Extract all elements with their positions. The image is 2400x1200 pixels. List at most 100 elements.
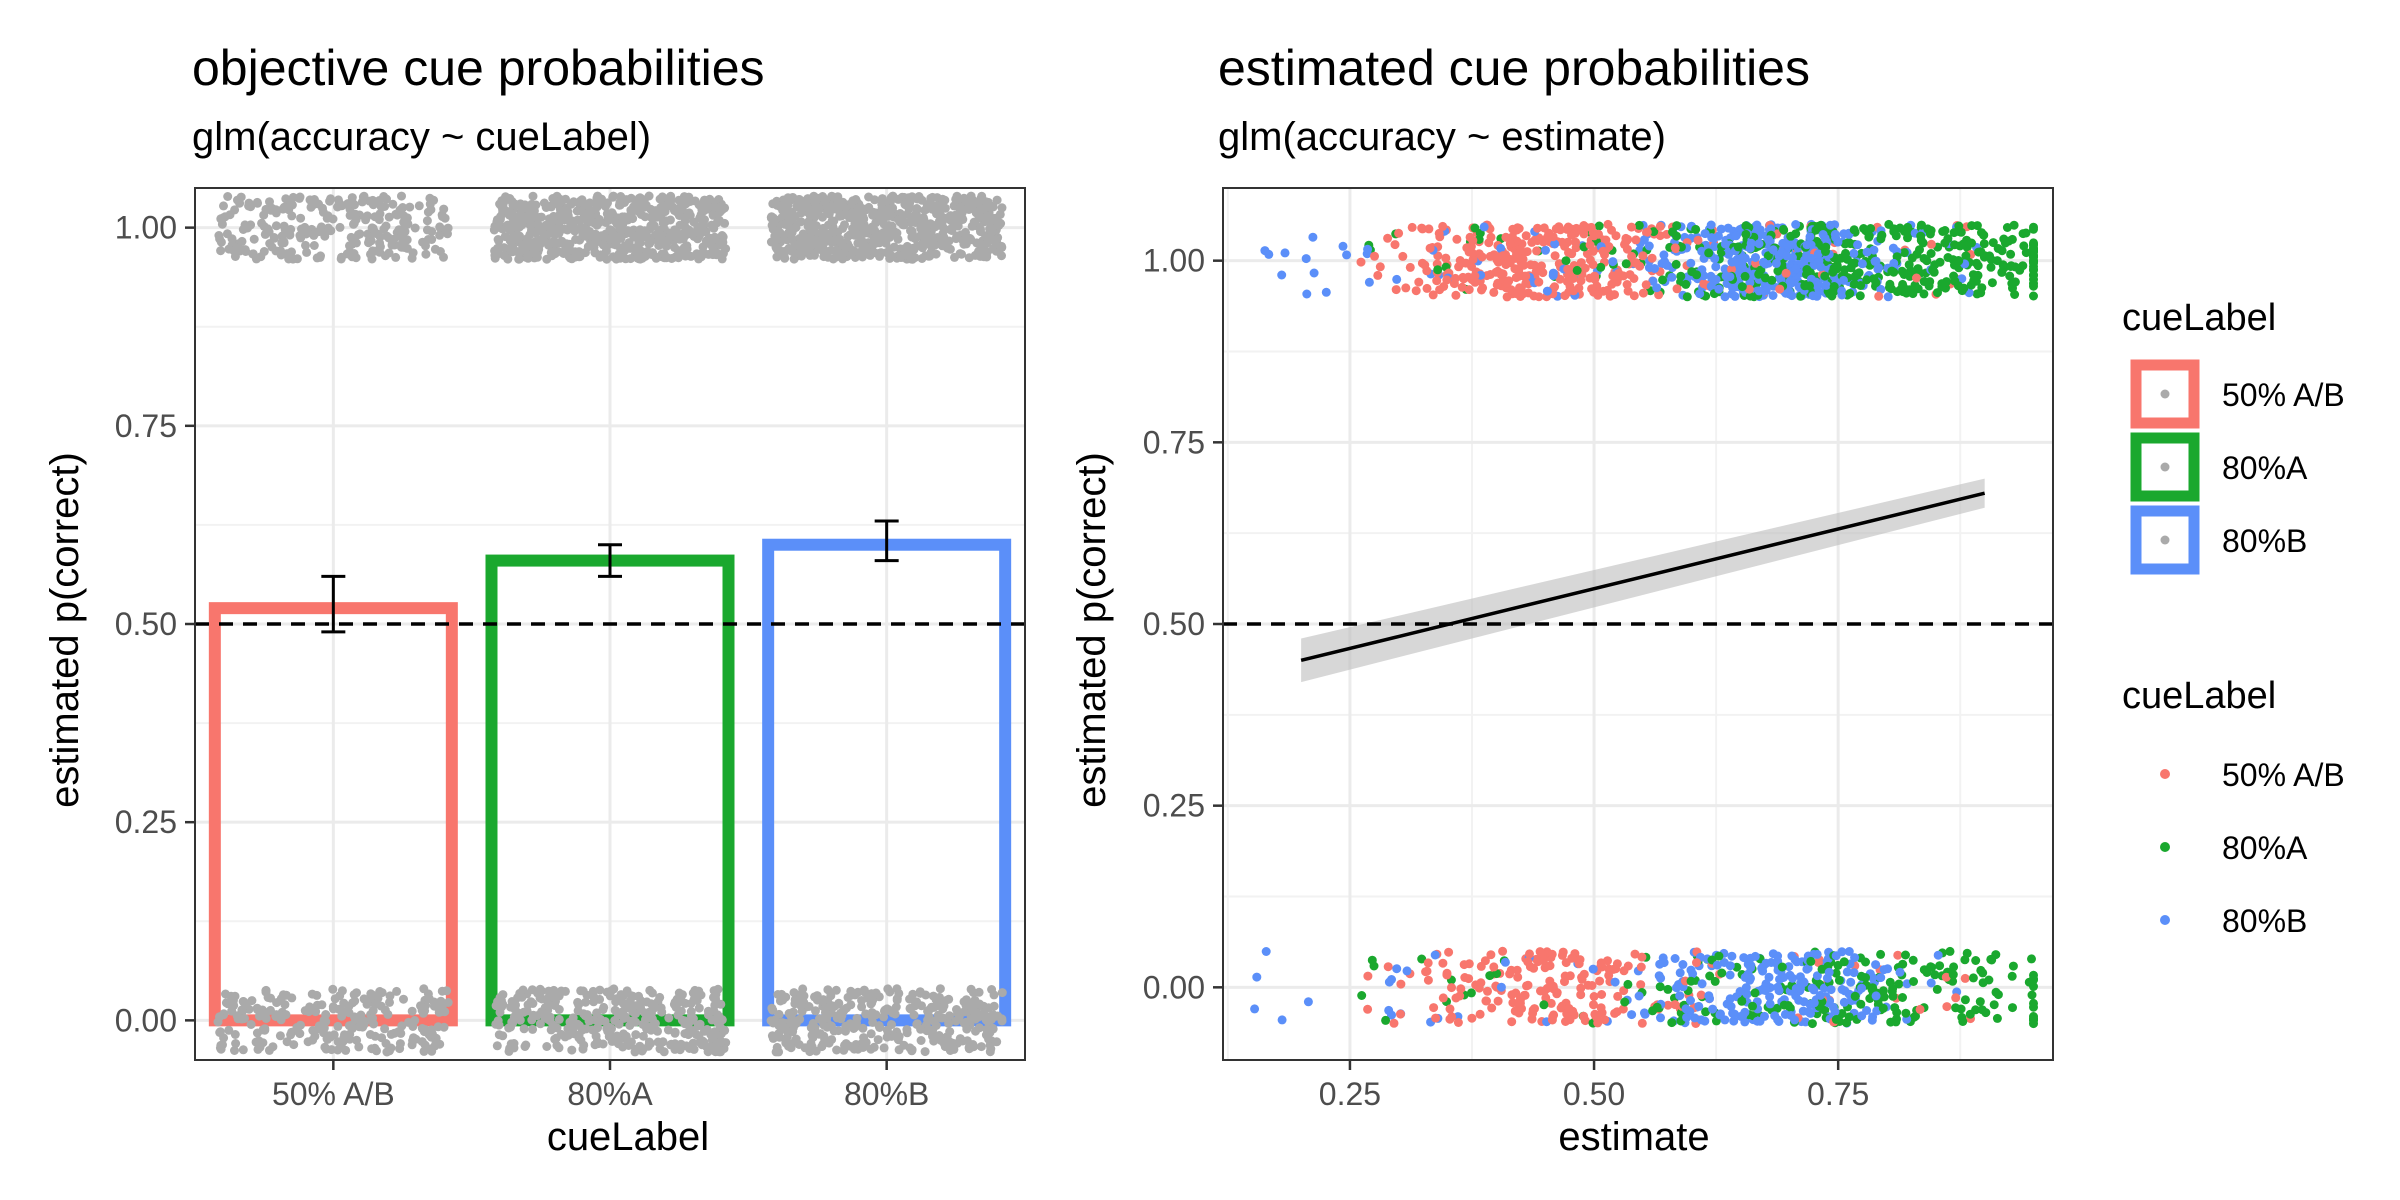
jitter-point [866,1029,876,1039]
left-x-axis-title: cueLabel [547,1115,709,1159]
scatter-point [1720,264,1730,274]
jitter-point [818,241,828,251]
scatter-point [1927,962,1937,972]
scatter-point [1654,290,1664,300]
scatter-point [1899,248,1909,258]
jitter-point [598,240,608,250]
scatter-point [1720,1015,1730,1025]
legend-key-dot [2160,535,2170,545]
jitter-point [280,1000,290,1010]
jitter-point [533,220,543,229]
scatter-point [1957,274,1967,284]
jitter-point [700,195,709,205]
scatter-point [1502,292,1512,302]
jitter-point [681,245,691,255]
scatter-point [1438,958,1448,968]
scatter-point [1542,286,1552,296]
scatter-point [1730,1009,1739,1019]
jitter-point [616,233,626,243]
scatter-point [1422,966,1432,976]
jitter-point [370,1031,380,1041]
scatter-point [1839,275,1848,285]
jitter-point [927,1026,937,1036]
jitter-point [371,999,381,1009]
jitter-point [515,210,525,220]
jitter-point [328,984,338,994]
scatter-point [1830,229,1840,239]
jitter-point [707,241,717,251]
objective-chart: objective cue probabilities glm(accuracy… [43,40,1026,1159]
jitter-point [852,1013,862,1023]
jitter-point [495,199,505,209]
jitter-point [658,218,668,228]
scatter-point [1663,1000,1673,1010]
scatter-point [1764,235,1774,245]
scatter-point [1969,276,1979,286]
jitter-point [616,192,626,201]
jitter-point [997,1016,1007,1026]
jitter-point [778,995,788,1005]
scatter-point [1396,1009,1405,1019]
scatter-point [1923,224,1933,234]
estimated-chart: estimated cue probabilities glm(accuracy… [1070,40,2054,1159]
jitter-point [858,1043,868,1052]
jitter-point [317,1000,327,1010]
jitter-point [987,224,997,234]
jitter-point [377,988,387,998]
scatter-point [1898,959,1908,969]
legend-key-point [2160,915,2170,925]
jitter-point [829,1026,839,1036]
jitter-point [808,1019,818,1028]
scatter-point [1807,983,1817,993]
scatter-point [1663,984,1673,994]
scatter-point [1909,977,1918,986]
scatter-point [1623,979,1633,989]
jitter-point [424,994,434,1003]
jitter-point [650,206,660,216]
scatter-point [1729,1016,1739,1026]
scatter-point [1672,284,1682,294]
jitter-point [539,198,549,208]
jitter-point [325,196,335,206]
jitter-point [296,233,306,243]
jitter-point [628,991,638,1001]
scatter-point [1417,223,1427,233]
jitter-point [240,1014,249,1023]
scatter-point [1700,229,1710,239]
jitter-point [333,1021,343,1031]
jitter-point [603,1026,613,1036]
jitter-point [674,195,684,205]
scatter-point [1824,967,1834,977]
scatter-point [1642,227,1652,237]
jitter-point [813,193,823,203]
jitter-point [691,1030,701,1040]
scatter-point [1883,964,1893,974]
scatter-point [1394,228,1404,238]
scatter-point [1727,264,1736,274]
scatter-point [1303,997,1313,1007]
jitter-point [223,192,233,201]
scatter-point [1723,223,1733,233]
jitter-point [230,1046,239,1055]
jitter-point [296,1020,305,1030]
scatter-point [1678,960,1688,969]
jitter-point [550,1034,560,1044]
jitter-point [945,1046,955,1055]
jitter-point [831,985,841,995]
jitter-point [996,219,1006,228]
scatter-point [1561,256,1571,266]
jitter-point [633,253,643,263]
jitter-point [774,1009,784,1019]
scatter-point [1933,950,1943,960]
scatter-point [1545,961,1555,971]
scatter-point [1309,268,1319,278]
scatter-point [1710,254,1720,264]
scatter-point [1705,971,1715,981]
jitter-point [605,991,615,1001]
jitter-point [281,194,291,204]
jitter-point [227,1006,237,1016]
scatter-point [1971,1005,1981,1015]
jitter-point [907,214,916,224]
scatter-point [1498,251,1508,261]
legend-key-dot [2160,462,2170,472]
